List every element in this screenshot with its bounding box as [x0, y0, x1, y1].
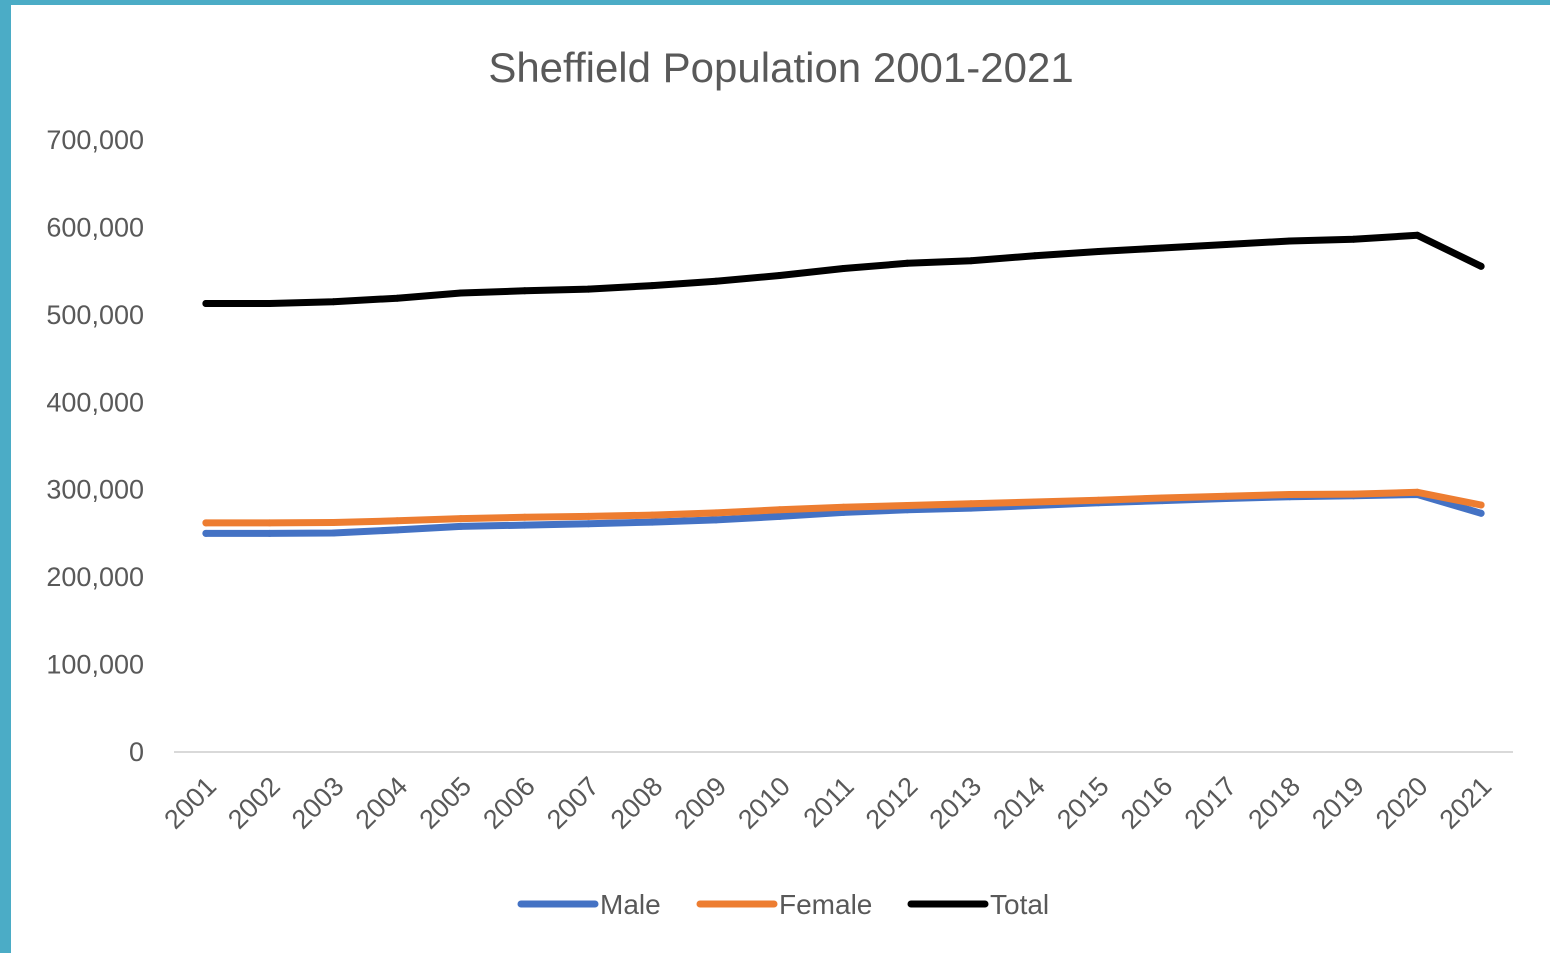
data-point-total	[712, 277, 720, 285]
x-tick-label: 2003	[286, 771, 350, 835]
x-tick-label: 2008	[605, 771, 669, 835]
x-tick-label: 2007	[541, 771, 605, 835]
data-point-female	[1477, 501, 1485, 509]
y-axis-tick-labels: 0 100,000 200,000 300,000 400,000 500,000 600,…	[46, 125, 144, 767]
chart-background	[11, 5, 1550, 953]
data-point-male	[776, 512, 784, 520]
y-tick-label: 300,000	[46, 475, 144, 505]
data-point-male	[1477, 509, 1485, 517]
x-tick-label: 2009	[669, 771, 733, 835]
x-tick-label: 2013	[924, 771, 988, 835]
data-point-total	[1350, 235, 1358, 243]
data-point-total	[202, 300, 210, 307]
data-point-male	[585, 520, 592, 528]
legend-label-female: Female	[779, 889, 872, 920]
data-point-total	[1158, 244, 1166, 252]
chart-title: Sheffield Population 2001-2021	[488, 44, 1073, 91]
x-tick-label: 2018	[1242, 771, 1306, 835]
data-point-total	[776, 272, 784, 279]
data-point-total	[840, 265, 847, 272]
x-tick-label: 2004	[350, 771, 414, 835]
data-point-female	[712, 509, 720, 517]
x-tick-label: 2015	[1051, 771, 1115, 835]
data-point-male	[521, 521, 529, 529]
data-point-male	[202, 529, 210, 537]
x-tick-label: 2016	[1115, 771, 1179, 835]
data-point-female	[1350, 490, 1358, 498]
data-point-female	[393, 517, 401, 525]
x-tick-label: 2012	[860, 771, 924, 835]
data-point-total	[585, 285, 592, 293]
x-tick-label: 2006	[477, 771, 541, 835]
data-point-male	[648, 518, 656, 526]
data-point-female	[776, 506, 784, 514]
y-tick-label: 700,000	[46, 125, 144, 155]
data-point-female	[1031, 498, 1039, 506]
data-point-total	[648, 282, 656, 290]
x-tick-label: 2020	[1370, 771, 1434, 835]
data-point-total	[903, 259, 911, 267]
data-point-total	[967, 257, 975, 265]
y-tick-label: 500,000	[46, 300, 144, 330]
data-point-total	[1095, 248, 1102, 255]
legend-label-male: Male	[600, 889, 661, 920]
data-point-total	[521, 287, 529, 295]
data-point-male	[393, 526, 401, 534]
x-tick-label: 2014	[987, 771, 1051, 835]
data-point-total	[1031, 252, 1039, 260]
data-point-female	[329, 519, 337, 526]
x-axis-tick-labels: 2001 2002 2003 2004 2005 2006 2007 2008 2009 2010…	[158, 771, 1497, 835]
data-point-female	[1222, 492, 1230, 500]
data-point-male	[329, 529, 337, 537]
y-tick-label: 600,000	[46, 212, 144, 242]
series-lines	[202, 231, 1485, 537]
data-point-total	[393, 294, 401, 302]
data-point-female	[1286, 491, 1294, 498]
y-tick-label: 100,000	[46, 650, 144, 680]
legend: Male Female Total	[517, 889, 1049, 920]
data-point-total	[457, 289, 465, 297]
data-point-total	[266, 300, 274, 307]
data-point-female	[266, 519, 274, 527]
data-point-total	[1286, 237, 1294, 245]
x-tick-label: 2011	[797, 771, 859, 833]
x-tick-label: 2021	[1434, 771, 1498, 835]
y-tick-label: 0	[129, 737, 144, 767]
data-point-female	[648, 511, 656, 519]
data-point-female	[521, 513, 529, 521]
y-tick-label: 400,000	[46, 387, 144, 417]
data-point-total	[1477, 262, 1485, 270]
data-point-male	[712, 516, 720, 524]
data-point-female	[457, 515, 465, 523]
data-point-male	[457, 522, 465, 530]
data-point-female	[903, 502, 911, 509]
data-point-female	[202, 519, 210, 527]
x-tick-label: 2017	[1179, 771, 1243, 835]
data-point-female	[1413, 488, 1421, 496]
data-point-total	[1222, 241, 1230, 248]
x-tick-label: 2010	[732, 771, 796, 835]
data-point-female	[1095, 496, 1102, 504]
data-point-female	[585, 512, 592, 520]
x-tick-label: 2002	[222, 771, 286, 835]
x-tick-label: 2019	[1306, 771, 1370, 835]
data-point-female	[840, 503, 847, 511]
data-point-male	[266, 529, 274, 537]
data-point-total	[1413, 231, 1421, 239]
legend-label-total: Total	[990, 889, 1049, 920]
x-tick-label: 2001	[158, 771, 222, 835]
data-point-female	[1158, 494, 1166, 502]
data-point-total	[329, 298, 337, 306]
y-tick-label: 200,000	[46, 562, 144, 592]
x-tick-label: 2005	[413, 771, 477, 835]
data-point-female	[967, 500, 975, 508]
